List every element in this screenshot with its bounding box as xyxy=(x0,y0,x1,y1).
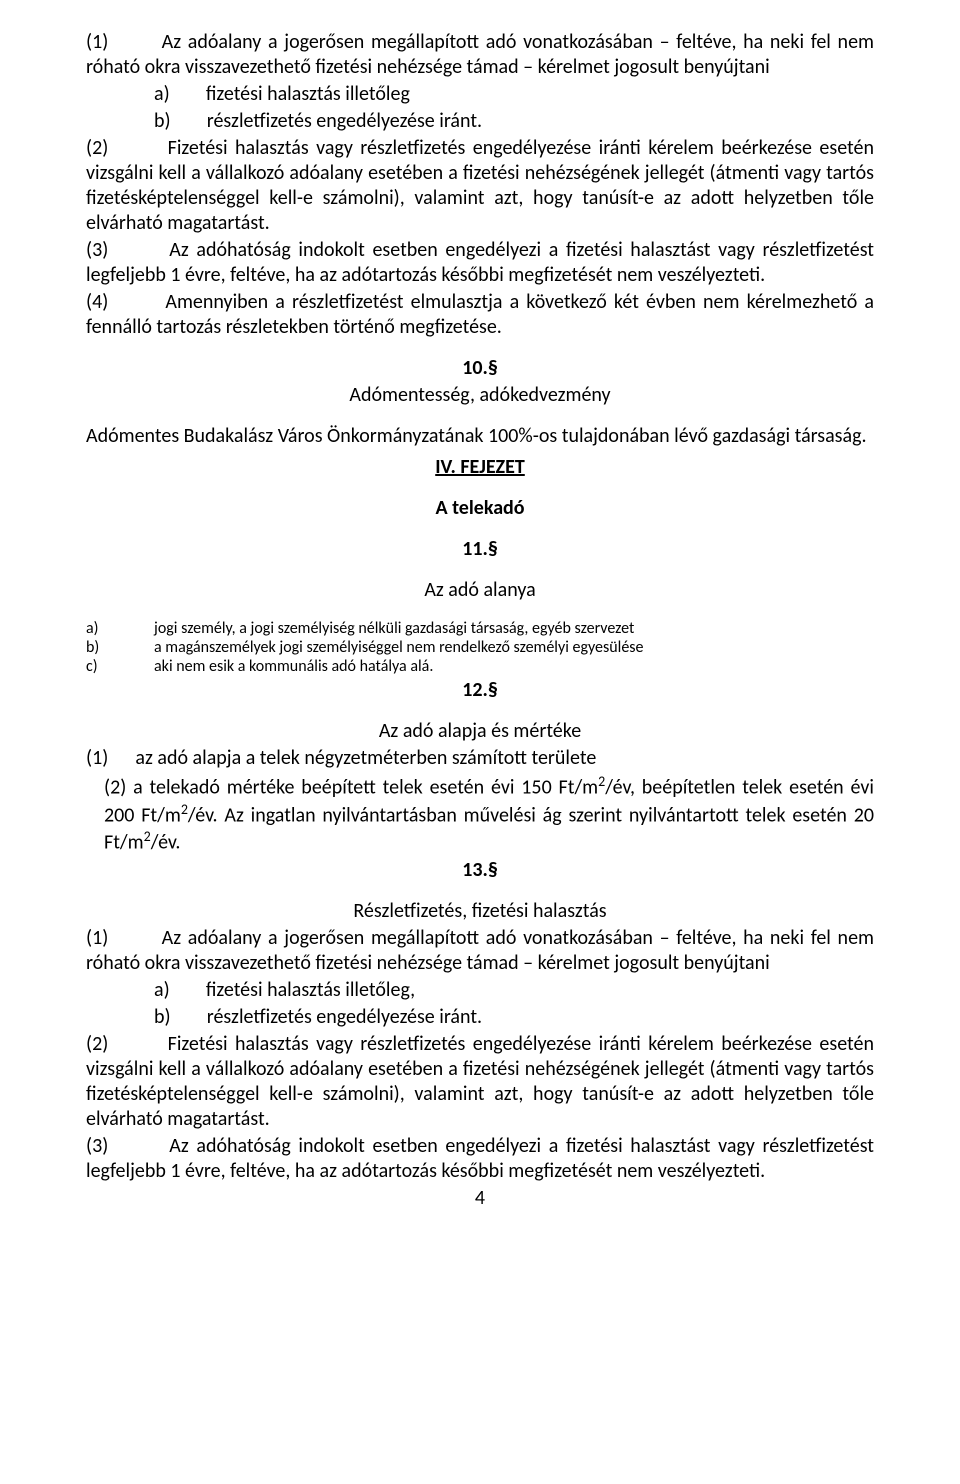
section-13-1: (1) Az adóalany a jogerősen megállapítot… xyxy=(86,926,874,976)
list-text-c: aki nem esik a kommunális adó hatálya al… xyxy=(154,657,874,676)
s12-2-part-c: /év. Az ingatlan nyilvántartásban művelé… xyxy=(104,803,874,855)
section-12-number: 12.§ xyxy=(86,678,874,703)
chapter-4-title: A telekadó xyxy=(86,496,874,521)
section-13-title: Részletfizetés, fizetési halasztás xyxy=(86,899,874,924)
section-12-2: (2) a telekadó mértéke beépített telek e… xyxy=(86,773,874,856)
page-number: 4 xyxy=(86,1186,874,1211)
s12-2-part-a: (2) a telekadó mértéke beépített telek e… xyxy=(104,776,598,800)
list-text-a: jogi személy, a jogi személyiség nélküli… xyxy=(154,619,874,638)
section-13-1-b: b) részletfizetés engedélyezése iránt. xyxy=(86,1005,874,1030)
para-1: (1) Az adóalany a jogerősen megállapítot… xyxy=(86,30,874,80)
section-10-title: Adómentesség, adókedvezmény xyxy=(86,383,874,408)
chapter-4-number: IV. FEJEZET xyxy=(86,455,874,480)
document-page: (1) Az adóalany a jogerősen megállapítot… xyxy=(0,0,960,1233)
para-4: (4) Amennyiben a részletfizetést elmulas… xyxy=(86,290,874,340)
sup-2-2: 2 xyxy=(181,801,188,818)
para-1-a: a) fizetési halasztás illetőleg xyxy=(86,82,874,107)
section-12-title: Az adó alapja és mértéke xyxy=(86,719,874,744)
s12-2-part-d: /év. xyxy=(151,831,181,855)
list-label-a: a) xyxy=(86,619,154,638)
para-2: (2) Fizetési halasztás vagy részletfizet… xyxy=(86,136,874,236)
sup-2-3: 2 xyxy=(144,828,151,845)
list-label-c: c) xyxy=(86,657,154,676)
section-11-c: c) aki nem esik a kommunális adó hatálya… xyxy=(86,657,874,676)
list-label-b: b) xyxy=(86,638,154,657)
section-13-2: (2) Fizetési halasztás vagy részletfizet… xyxy=(86,1032,874,1132)
section-11-b: b) a magánszemélyek jogi személyiséggel … xyxy=(86,638,874,657)
section-10-number: 10.§ xyxy=(86,356,874,381)
section-11-title: Az adó alanya xyxy=(86,578,874,603)
section-13-1-a: a) fizetési halasztás illetőleg, xyxy=(86,978,874,1003)
section-11-number: 11.§ xyxy=(86,537,874,562)
section-13-3: (3) Az adóhatóság indokolt esetben enged… xyxy=(86,1134,874,1184)
section-13-number: 13.§ xyxy=(86,858,874,883)
para-1-b: b) részletfizetés engedélyezése iránt. xyxy=(86,109,874,134)
section-10-body: Adómentes Budakalász Város Önkormányzatá… xyxy=(86,424,874,449)
section-12-1: (1) az adó alapja a telek négyzetméterbe… xyxy=(86,746,874,771)
para-3: (3) Az adóhatóság indokolt esetben enged… xyxy=(86,238,874,288)
list-text-b: a magánszemélyek jogi személyiséggel nem… xyxy=(154,638,874,657)
section-11-a: a) jogi személy, a jogi személyiség nélk… xyxy=(86,619,874,638)
